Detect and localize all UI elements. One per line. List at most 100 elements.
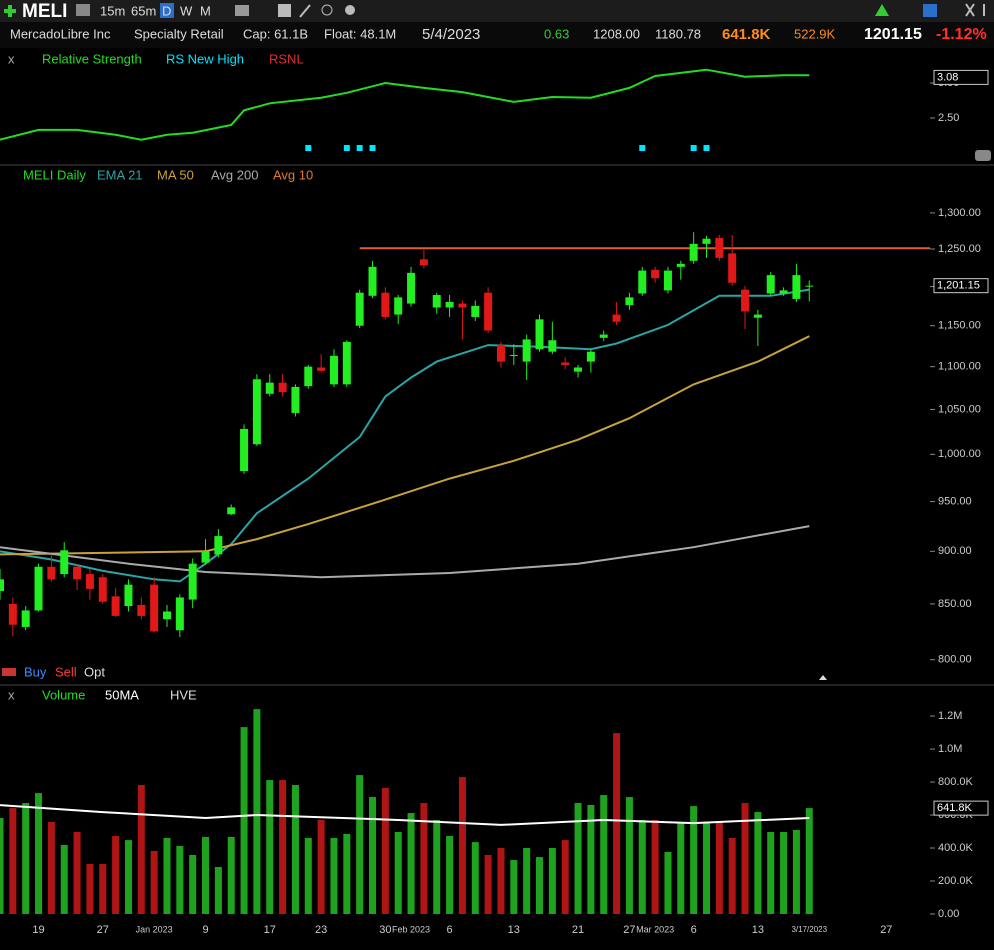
- volume-bar: [574, 802, 582, 914]
- low: 1180.78: [655, 26, 701, 41]
- scroll-arrow[interactable]: [819, 675, 827, 680]
- window-icon[interactable]: [965, 3, 985, 17]
- candle-body: [162, 611, 171, 620]
- s-icon[interactable]: [923, 4, 937, 17]
- candle-body: [137, 604, 146, 616]
- interval[interactable]: 65m: [131, 3, 156, 18]
- draw-icon[interactable]: [299, 4, 311, 18]
- x-tick-label: Mar 2023: [636, 924, 674, 934]
- volume-bar: [394, 832, 402, 914]
- volume-bar: [137, 785, 145, 914]
- candle-body: [805, 285, 814, 287]
- candle-body: [702, 238, 711, 244]
- trade-icon[interactable]: [2, 668, 16, 676]
- new-high-marker: [356, 145, 363, 151]
- tool-icon[interactable]: [235, 5, 249, 16]
- buy-button[interactable]: Buy: [24, 664, 47, 679]
- volume-bar: [214, 866, 222, 914]
- volume-bar: [664, 851, 672, 914]
- volume-bar: [767, 832, 775, 914]
- star-icon[interactable]: [875, 4, 889, 16]
- volume-bar: [471, 842, 479, 914]
- legend-entry[interactable]: Relative Strength: [42, 51, 142, 66]
- x-tick-label: 27: [623, 924, 635, 936]
- candle-body: [85, 574, 94, 589]
- legend-entry[interactable]: 50MA: [105, 687, 139, 702]
- volume-bar: [523, 848, 531, 914]
- volume-bar: [304, 837, 312, 914]
- volume-bar: [458, 777, 466, 914]
- active-interval: [160, 3, 174, 18]
- candle-body: [252, 379, 261, 445]
- candle-body: [599, 334, 608, 338]
- tool-icon[interactable]: [278, 4, 291, 17]
- y-tick-label: 2.50: [938, 112, 959, 124]
- candle-body: [150, 584, 159, 632]
- legend-entry[interactable]: RS New High: [166, 51, 244, 66]
- volume-bar: [330, 837, 338, 914]
- sell-button[interactable]: Sell: [55, 664, 77, 679]
- float: Float: 48.1M: [324, 26, 396, 41]
- last-value-box: [933, 69, 989, 85]
- volume-bar: [22, 802, 30, 914]
- candle-body: [535, 319, 544, 350]
- legend-entry[interactable]: MELI Daily: [23, 167, 86, 182]
- close-panel[interactable]: x: [8, 687, 15, 702]
- candle-body: [419, 259, 428, 266]
- volume-bar: [47, 821, 55, 914]
- candle-body: [214, 536, 223, 555]
- add-icon[interactable]: [4, 5, 16, 17]
- legend-entry[interactable]: HVE: [170, 687, 197, 702]
- legend-entry[interactable]: EMA 21: [97, 167, 143, 182]
- volume-bar: [86, 864, 94, 914]
- legend-entry[interactable]: Avg 10: [273, 167, 313, 182]
- close-panel[interactable]: x: [8, 51, 15, 66]
- x-tick-label: Feb 2023: [392, 924, 430, 934]
- volume-bar: [497, 848, 505, 914]
- candle-body: [522, 339, 531, 362]
- legend-entry[interactable]: MA 50: [157, 167, 194, 182]
- last-value-box: [933, 800, 989, 816]
- x-tick-label: 13: [508, 924, 520, 936]
- x-tick-label: 6: [691, 924, 697, 936]
- legend-entry[interactable]: Avg 200: [211, 167, 258, 182]
- candle-body: [407, 272, 416, 304]
- volume-bar: [0, 817, 4, 914]
- candle-body: [0, 579, 4, 592]
- volume-bar: [792, 830, 800, 914]
- tool-icon[interactable]: [321, 4, 333, 16]
- y-tick-label: 950.00: [938, 495, 972, 507]
- candle-body: [291, 386, 300, 413]
- interval[interactable]: W: [180, 3, 193, 18]
- volume-bar: [587, 804, 595, 914]
- volume-bar: [317, 819, 325, 914]
- x-tick-label: 27: [97, 924, 109, 936]
- candle-body: [574, 367, 583, 372]
- candle-body: [265, 382, 274, 394]
- volume-bar: [343, 833, 351, 914]
- candle-body: [651, 269, 660, 279]
- tool-icon[interactable]: [345, 5, 355, 15]
- volume-bar: [112, 835, 120, 914]
- candle-body: [278, 382, 287, 393]
- interval[interactable]: 15m: [100, 3, 125, 18]
- candle-body: [124, 584, 133, 607]
- legend-entry[interactable]: Volume: [42, 687, 85, 702]
- interval[interactable]: D: [162, 3, 171, 18]
- symbol[interactable]: MELI: [22, 1, 67, 22]
- x-tick-label: 13: [752, 924, 764, 936]
- candle-body: [766, 275, 775, 294]
- chart-icon[interactable]: [76, 4, 90, 16]
- candle-body: [689, 243, 698, 261]
- interval[interactable]: M: [200, 3, 211, 18]
- candle-body: [355, 292, 364, 326]
- volume-bar: [677, 821, 685, 914]
- candle-body: [471, 305, 480, 317]
- options-button[interactable]: Opt: [84, 664, 105, 679]
- candle-body: [792, 275, 801, 299]
- candle-body: [227, 507, 236, 515]
- legend-entry[interactable]: RSNL: [269, 51, 304, 66]
- y-tick-label: 1.2M: [938, 710, 962, 722]
- scroll-button[interactable]: [975, 150, 991, 161]
